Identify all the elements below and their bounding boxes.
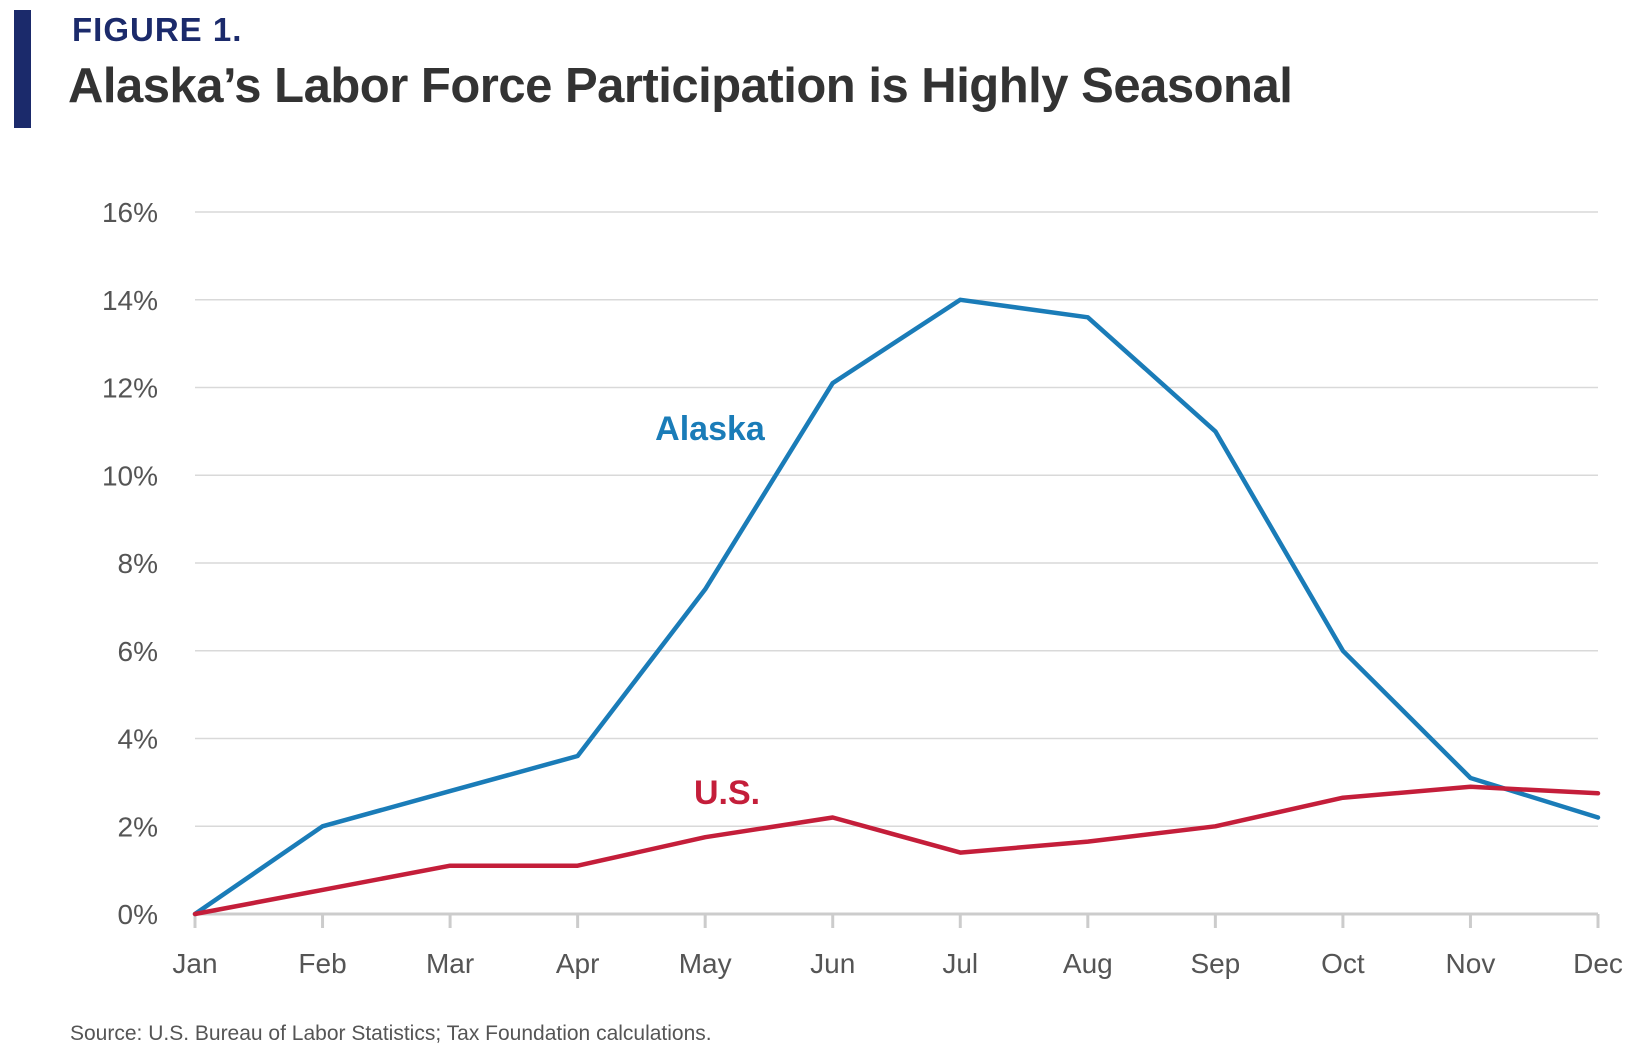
source-note: Source: U.S. Bureau of Labor Statistics;… bbox=[70, 1022, 712, 1045]
y-tick-label: 6% bbox=[118, 636, 158, 667]
y-tick-label: 2% bbox=[118, 811, 158, 842]
x-axis bbox=[193, 912, 1600, 928]
y-tick-label: 4% bbox=[118, 724, 158, 755]
x-tick-label: Jul bbox=[942, 948, 978, 979]
x-tick-label: Oct bbox=[1321, 948, 1365, 979]
chart-title: Alaska’s Labor Force Participation is Hi… bbox=[68, 59, 1293, 113]
x-tick-label: Aug bbox=[1063, 948, 1113, 979]
series-labels: Alaska U.S. bbox=[655, 410, 766, 812]
series-line-alaska bbox=[192, 297, 1601, 917]
y-tick-label: 16% bbox=[102, 197, 158, 228]
x-tick-label: Jun bbox=[810, 948, 855, 979]
x-axis-tick-labels: Jan Feb Mar Apr May Jun Jul Aug Sep Oct Nov Dec bbox=[172, 948, 1622, 979]
y-tick-label: 10% bbox=[102, 460, 158, 491]
y-axis-tick-labels: 0% 2% 4% 6% 8% 10% 12% 14% 16% bbox=[102, 197, 158, 930]
y-tick-label: 12% bbox=[102, 373, 158, 404]
x-tick-label: May bbox=[679, 948, 732, 979]
series-label-u-s: U.S. bbox=[694, 774, 760, 812]
y-tick-label: 0% bbox=[118, 899, 158, 930]
gridlines bbox=[195, 211, 1598, 827]
x-tick-label: Jan bbox=[172, 948, 217, 979]
series-line-u-s bbox=[192, 784, 1601, 917]
x-tick-label: Nov bbox=[1446, 948, 1496, 979]
y-tick-label: 8% bbox=[118, 548, 158, 579]
title-accent-bar bbox=[14, 10, 31, 128]
series-lines bbox=[192, 297, 1601, 917]
x-tick-label: Sep bbox=[1190, 948, 1240, 979]
figure-label: FIGURE 1. bbox=[72, 11, 243, 48]
x-tick-label: Mar bbox=[426, 948, 474, 979]
series-label-alaska: Alaska bbox=[655, 410, 766, 448]
y-tick-label: 14% bbox=[102, 285, 158, 316]
x-tick-label: Apr bbox=[556, 948, 600, 979]
x-tick-label: Dec bbox=[1573, 948, 1623, 979]
x-tick-label: Feb bbox=[298, 948, 346, 979]
